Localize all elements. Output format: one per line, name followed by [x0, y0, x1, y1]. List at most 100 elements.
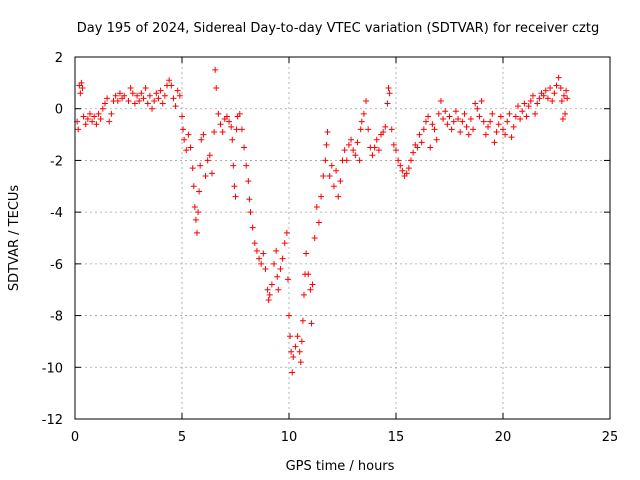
- data-point: [457, 128, 464, 135]
- data-point: [265, 297, 272, 304]
- data-point: [181, 136, 188, 143]
- data-point: [405, 165, 412, 172]
- data-point: [384, 100, 391, 107]
- data-point: [547, 85, 554, 92]
- data-point: [228, 123, 235, 130]
- data-point: [271, 260, 278, 267]
- data-point: [82, 121, 89, 128]
- chart-title: Day 195 of 2024, Sidereal Day-to-day VTE…: [77, 21, 599, 36]
- data-point: [129, 90, 136, 97]
- data-point: [127, 85, 134, 92]
- data-point: [497, 113, 504, 120]
- data-point: [155, 95, 162, 102]
- data-point: [190, 183, 197, 190]
- data-point: [375, 147, 382, 154]
- data-point: [357, 126, 364, 133]
- data-point: [440, 116, 447, 123]
- data-point: [299, 317, 306, 324]
- data-point: [262, 266, 269, 273]
- data-point: [495, 121, 502, 128]
- data-point: [180, 126, 187, 133]
- data-point: [176, 92, 183, 99]
- data-point: [380, 128, 387, 135]
- data-point: [287, 333, 294, 340]
- data-point: [354, 139, 361, 146]
- data-point: [223, 113, 230, 120]
- data-point: [544, 95, 551, 102]
- data-point: [241, 144, 248, 151]
- data-point: [283, 229, 290, 236]
- data-point: [450, 118, 457, 125]
- data-point: [388, 126, 395, 133]
- data-point: [320, 172, 327, 179]
- data-point: [161, 92, 168, 99]
- data-point: [80, 113, 87, 120]
- data-point: [341, 147, 348, 154]
- data-point: [284, 276, 291, 283]
- data-point: [281, 240, 288, 247]
- data-point: [187, 144, 194, 151]
- data-point: [470, 126, 477, 133]
- data-point: [442, 108, 449, 115]
- data-point: [433, 136, 440, 143]
- data-point: [414, 144, 421, 151]
- data-point: [277, 266, 284, 273]
- data-point: [204, 157, 211, 164]
- data-point: [236, 110, 243, 117]
- data-point: [191, 203, 198, 210]
- data-point: [213, 85, 220, 92]
- data-point: [226, 118, 233, 125]
- x-axis-ticks: 0 5 10 15 20 25: [71, 57, 618, 445]
- data-point: [542, 87, 549, 94]
- data-point: [553, 82, 560, 89]
- data-point: [174, 87, 181, 94]
- data-point: [298, 338, 305, 345]
- data-point: [363, 97, 370, 104]
- data-point: [480, 118, 487, 125]
- data-point: [168, 82, 175, 89]
- data-point: [157, 87, 164, 94]
- data-point: [275, 286, 282, 293]
- data-point: [131, 100, 138, 107]
- y-axis-ticks: 2 0 -2 -4 -6 -8 -10 -12: [42, 51, 610, 428]
- data-point: [532, 110, 539, 117]
- data-point: [461, 110, 468, 117]
- data-point: [476, 113, 483, 120]
- data-point: [91, 113, 98, 120]
- data-point: [540, 92, 547, 99]
- data-point: [232, 193, 239, 200]
- data-point: [385, 85, 392, 92]
- data-point: [555, 74, 562, 81]
- data-point: [238, 126, 245, 133]
- data-point: [504, 118, 511, 125]
- grid-lines: [75, 57, 610, 419]
- data-point: [97, 116, 104, 123]
- data-point: [502, 131, 509, 138]
- y-tick-label: -6: [50, 258, 63, 273]
- data-point: [463, 123, 470, 130]
- data-point: [485, 123, 492, 130]
- data-point: [198, 136, 205, 143]
- y-tick-label: -10: [42, 361, 63, 376]
- data-point: [373, 136, 380, 143]
- data-point: [431, 126, 438, 133]
- data-point: [559, 116, 566, 123]
- data-point: [478, 97, 485, 104]
- data-point: [427, 144, 434, 151]
- data-point: [258, 260, 265, 267]
- data-point: [482, 131, 489, 138]
- data-point: [563, 87, 570, 94]
- data-point: [410, 149, 417, 156]
- data-point: [101, 100, 108, 107]
- data-point: [322, 157, 329, 164]
- data-point: [217, 121, 224, 128]
- data-point: [300, 291, 307, 298]
- data-point: [512, 113, 519, 120]
- data-point: [455, 116, 462, 123]
- data-point: [437, 97, 444, 104]
- data-point: [140, 95, 147, 102]
- data-point: [121, 92, 128, 99]
- data-point: [211, 128, 218, 135]
- y-tick-label: 0: [55, 103, 63, 118]
- data-point: [510, 123, 517, 130]
